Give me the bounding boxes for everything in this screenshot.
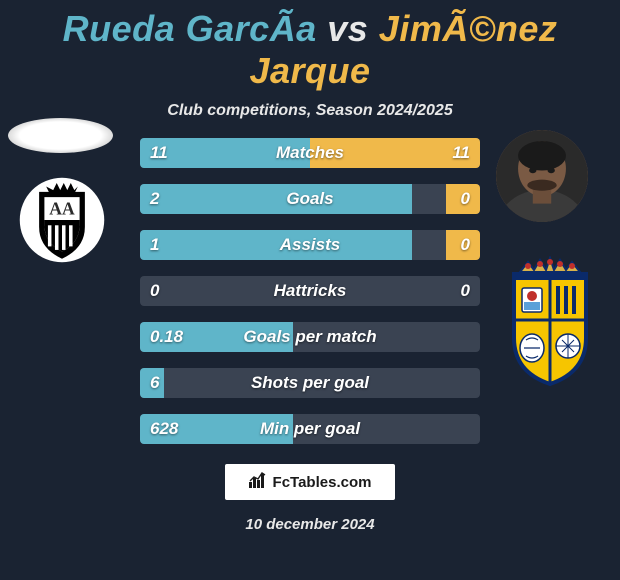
stat-row: Shots per goal6 <box>140 368 480 398</box>
subtitle: Club competitions, Season 2024/2025 <box>167 102 452 120</box>
title-vs: vs <box>327 8 368 49</box>
stat-label: Hattricks <box>140 276 480 306</box>
brand-badge: FcTables.com <box>225 464 395 500</box>
player1-avatar <box>8 118 113 153</box>
crest1-letters: AA <box>49 199 75 219</box>
stat-value-left: 628 <box>150 414 178 444</box>
club1-crest: AA <box>18 176 106 264</box>
stat-label: Shots per goal <box>140 368 480 398</box>
player2-avatar <box>496 130 588 222</box>
title-player1: Rueda GarcÃ­a <box>63 8 317 49</box>
stat-label: Goals <box>140 184 480 214</box>
player2-avatar-svg <box>496 130 588 222</box>
bars-icon <box>249 472 267 492</box>
brand-text: FcTables.com <box>273 474 372 491</box>
stat-value-right: 11 <box>452 138 470 168</box>
stat-value-left: 6 <box>150 368 159 398</box>
stat-value-left: 1 <box>150 230 159 260</box>
club2-crest <box>500 256 600 386</box>
stat-row: Min per goal628 <box>140 414 480 444</box>
stat-value-right: 0 <box>461 184 470 214</box>
stat-bars: Matches1111Goals20Assists10Hattricks00Go… <box>140 138 480 460</box>
stat-row: Goals per match0.18 <box>140 322 480 352</box>
stat-row: Hattricks0 0 <box>140 276 480 306</box>
stat-value-left: 2 <box>150 184 159 214</box>
stat-label: Goals per match <box>140 322 480 352</box>
stat-value-right: 0 <box>461 276 470 306</box>
club2-crest-svg <box>500 256 600 386</box>
stat-value-right: 0 <box>461 230 470 260</box>
stat-label: Matches <box>140 138 480 168</box>
comparison-card: Rueda GarcÃ­a vs JimÃ©nez Jarque Club co… <box>0 0 620 580</box>
club1-crest-svg: AA <box>18 176 106 264</box>
page-title: Rueda GarcÃ­a vs JimÃ©nez Jarque <box>0 8 620 92</box>
stat-row: Assists1 0 <box>140 230 480 260</box>
stat-value-left: 11 <box>150 138 168 168</box>
stat-row: Matches11 11 <box>140 138 480 168</box>
date-text: 10 december 2024 <box>245 516 374 533</box>
stat-row: Goals2 0 <box>140 184 480 214</box>
stat-label: Assists <box>140 230 480 260</box>
stat-value-left: 0 <box>150 276 159 306</box>
stat-label: Min per goal <box>140 414 480 444</box>
stat-value-left: 0.18 <box>150 322 183 352</box>
